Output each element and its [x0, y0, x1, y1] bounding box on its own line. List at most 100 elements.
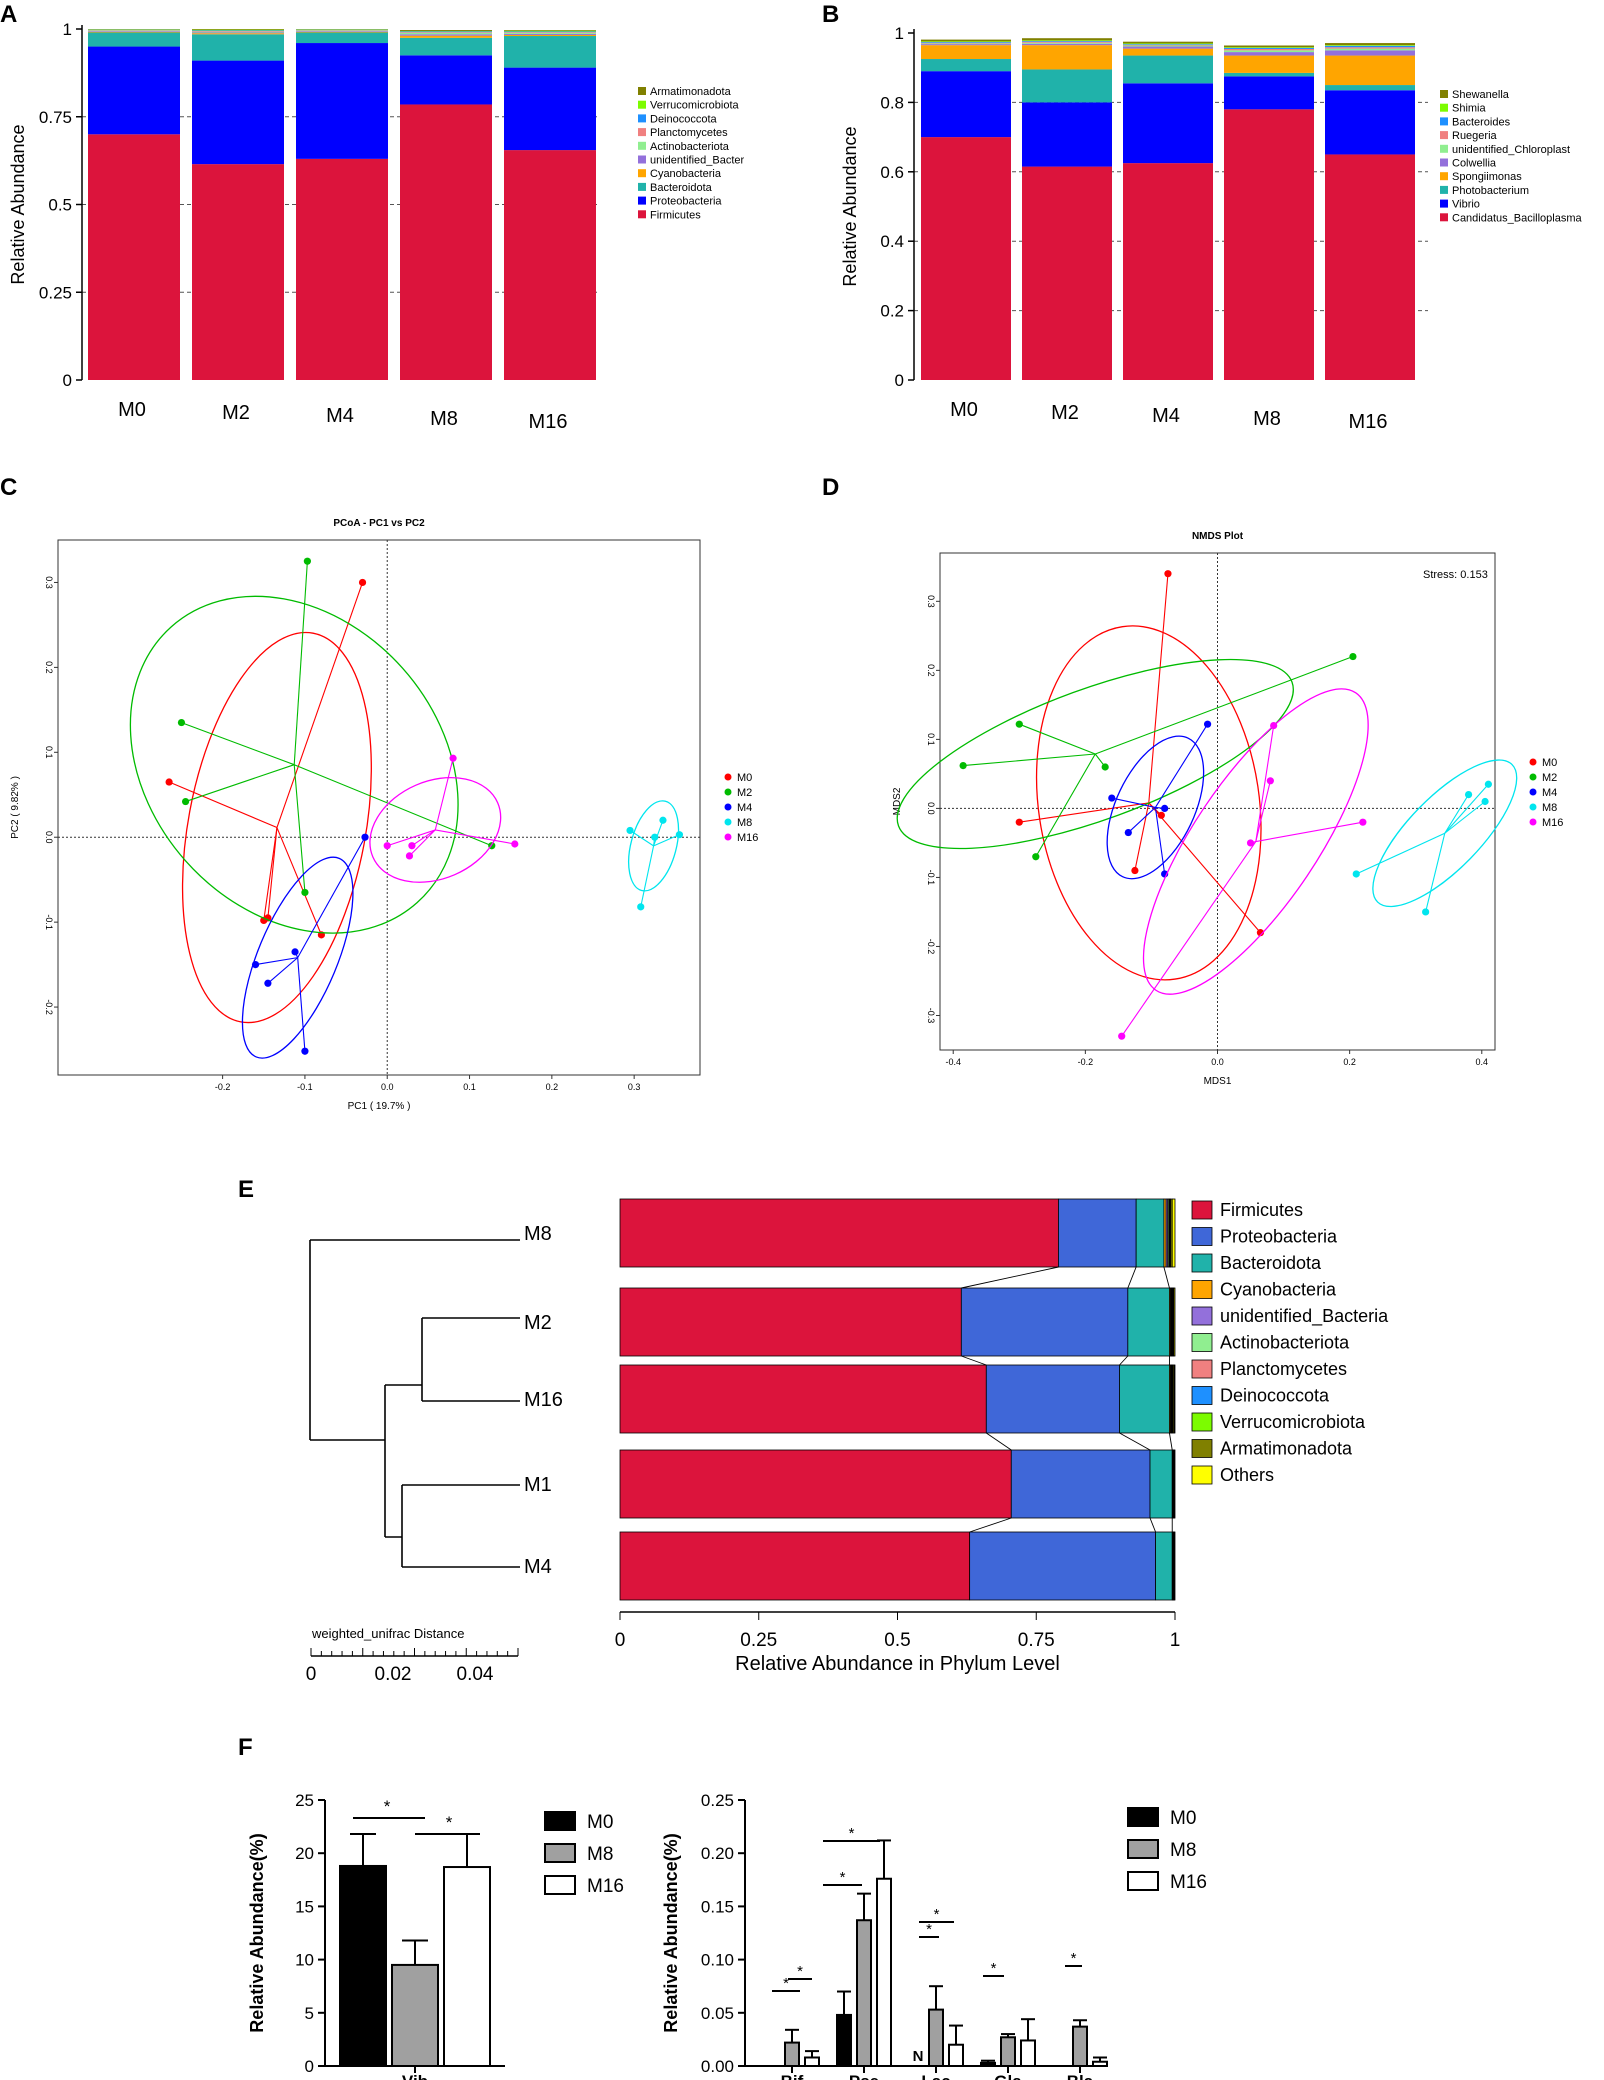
legend-swatch [1440, 185, 1448, 194]
bar-segment [1224, 48, 1314, 51]
spider-line [409, 829, 436, 857]
dendrogram-leaf-label: M16 [524, 1389, 563, 1411]
bar-segment [88, 134, 180, 380]
bar-segment [1123, 44, 1213, 46]
legend-swatch [1127, 1839, 1159, 1859]
sample-point [1161, 804, 1169, 813]
spider-line [294, 764, 492, 847]
significance-star: * [849, 1825, 855, 1842]
y-tick-label: -0.2 [926, 939, 936, 955]
spider-line [1019, 723, 1096, 755]
spider-line [1154, 807, 1166, 875]
sample-point [1481, 797, 1489, 806]
bar-segment [192, 31, 284, 32]
legend-marker [1529, 758, 1537, 766]
significance-star: * [783, 1975, 789, 1992]
legend-label: M16 [737, 832, 758, 844]
bar-segment [1123, 46, 1213, 49]
spider-line [411, 829, 436, 847]
x-tick-label: M16 [1349, 411, 1388, 433]
bar-segment [1224, 55, 1314, 73]
y-tick-label: 15 [295, 1897, 314, 1916]
sample-point [301, 1047, 309, 1055]
spider-line [1444, 783, 1489, 834]
connector-line [1127, 1266, 1137, 1289]
bar-segment [1325, 45, 1415, 48]
connector-line [1149, 1517, 1156, 1533]
bar-segment [921, 71, 1011, 138]
legend-swatch [1127, 1871, 1159, 1891]
spider-line [629, 829, 654, 847]
bar-segment [400, 31, 492, 33]
spider-line [435, 829, 515, 845]
legend-swatch [544, 1811, 576, 1831]
bar-segment [1123, 44, 1213, 45]
sample-point [1352, 870, 1360, 878]
spider-line [293, 764, 306, 893]
bar-segment [921, 42, 1011, 44]
sample-point [1422, 908, 1430, 916]
bar-segment [985, 1364, 1120, 1434]
spider-line [963, 753, 1096, 767]
y-tick-label: -0.1 [44, 914, 54, 930]
bar-segment [1325, 45, 1415, 46]
legend-marker [1529, 788, 1537, 796]
bar-segment [1155, 1531, 1173, 1601]
x-tick-label: 0.2 [546, 1082, 559, 1092]
connector-line [969, 1517, 1012, 1533]
legend-swatch [1191, 1227, 1213, 1246]
connector-line [1163, 1266, 1170, 1289]
bar-segment [1325, 55, 1415, 86]
x-tick-label: 0.2 [1343, 1057, 1356, 1067]
legend-label: Shimia [1452, 103, 1487, 115]
sample-point [358, 578, 367, 587]
bar-segment [504, 67, 596, 151]
legend-marker [724, 803, 732, 811]
legend-label: Proteobacteria [1220, 1227, 1338, 1247]
sample-point [959, 762, 967, 770]
bar-segment [192, 29, 284, 31]
legend-label: M2 [1542, 772, 1557, 784]
bar-segment [1123, 163, 1213, 380]
legend-label: Verrucomicrobiota [1220, 1412, 1366, 1432]
x-tick-label: 0.4 [1476, 1057, 1489, 1067]
significance-star: * [797, 1963, 803, 1980]
legend-label: Candidatus_Bacilloplasma [1452, 212, 1583, 224]
connector-line [961, 1355, 987, 1366]
bar-segment [1135, 1198, 1165, 1268]
connector-line [1119, 1432, 1151, 1451]
bar-segment [88, 46, 180, 135]
legend-marker [1529, 818, 1537, 826]
bar [836, 2013, 852, 2067]
legend-swatch [1191, 1306, 1213, 1326]
x-tick-label: M2 [222, 402, 250, 424]
legend-swatch [1440, 103, 1448, 112]
y-tick-label: 1 [895, 24, 904, 43]
y-tick-label: 0 [895, 371, 904, 390]
significance-star: * [991, 1960, 997, 1977]
bar-segment [504, 30, 596, 31]
bar [1092, 2060, 1108, 2067]
panel-label-d: D [822, 474, 839, 501]
spider-line [1444, 801, 1486, 834]
y-axis-label: MDS2 [892, 787, 903, 815]
spider-line [1255, 725, 1275, 842]
y-tick-label: 0.0 [926, 802, 936, 815]
y-tick-label: 0.1 [926, 733, 936, 746]
significance-star: * [384, 1797, 391, 1816]
legend-label: Cyanobacteria [1220, 1280, 1337, 1300]
panel-e-dendrogram-bar-chart: M8 M2 M16 M1 M4 weighted_unifrac Distance 0 0.0… [306, 1198, 1389, 1685]
x-tick-label: 0.3 [628, 1082, 641, 1092]
bar-segment [1022, 42, 1112, 44]
bar-segment [1224, 47, 1314, 49]
na-marker: N [913, 2048, 924, 2065]
legend-label: Shewanella [1452, 89, 1510, 101]
legend-label: Photobacterium [1452, 185, 1529, 197]
sample-point [383, 842, 391, 850]
bar [948, 2043, 964, 2067]
y-tick-label: 1 [63, 20, 72, 39]
x-tick-label: M16 [529, 411, 568, 433]
bar-segment [192, 32, 284, 34]
dendrogram-leaf-label: M2 [524, 1312, 552, 1334]
bar-segment [504, 32, 596, 34]
